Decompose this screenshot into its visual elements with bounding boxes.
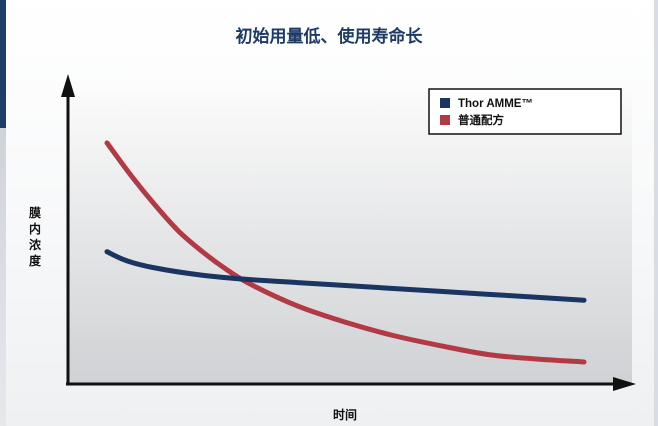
series-line-common-formula [104,140,587,365]
x-axis-arrow [613,377,636,391]
legend-swatch-common-formula [440,115,450,125]
y-axis-label: 膜内浓度 [20,205,50,269]
y-axis-label-char-0: 膜 [28,206,41,220]
left-accent-bar [0,0,6,426]
legend: Thor AMME™ 普通配方 [428,88,622,135]
y-axis-arrow [61,74,75,97]
plot-area [68,90,632,384]
series-layer [104,140,587,365]
series-line-thor-amme [104,249,587,303]
y-axis-label-char-3: 度 [28,254,41,268]
right-edge-strip [654,0,658,426]
legend-box [428,88,622,135]
y-axis-label-char-1: 内 [28,222,41,236]
legend-label-common-formula: 普通配方 [458,113,504,127]
legend-swatch-thor-amme [440,98,450,108]
legend-label-thor-amme: Thor AMME™ [458,98,533,110]
chart-title: 初始用量低、使用寿命长 [235,27,423,47]
x-axis-label: 时间 [332,408,357,422]
y-axis-label-char-2: 浓 [28,238,41,252]
